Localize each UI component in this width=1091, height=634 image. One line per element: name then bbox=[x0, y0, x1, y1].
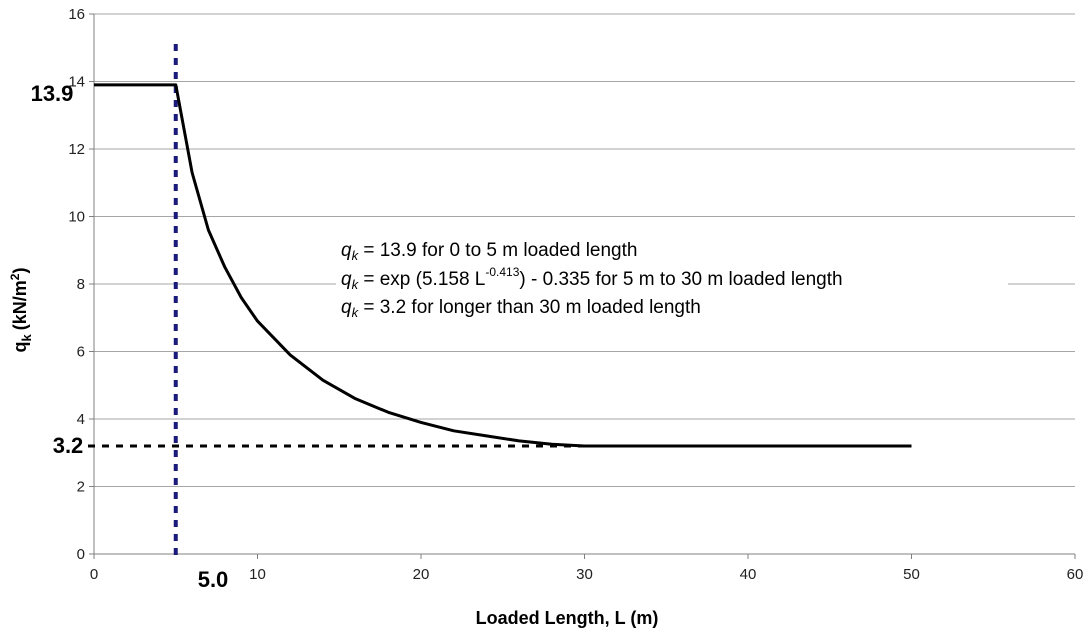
annotation-2-q: q bbox=[341, 269, 352, 290]
x-tick-label-30: 30 bbox=[576, 566, 593, 583]
tick-labels: 0 2 4 6 8 10 12 14 16 0 10 20 30 40 50 60 bbox=[68, 6, 1083, 583]
annotation-2-sup: -0.413 bbox=[485, 265, 519, 279]
y-axis-title-q: q bbox=[10, 341, 30, 352]
y-tick-label-16: 16 bbox=[68, 6, 85, 23]
annotation-2-sub: k bbox=[352, 277, 360, 292]
y-tick-label-6: 6 bbox=[77, 344, 85, 361]
series-line-0 bbox=[94, 83, 912, 448]
y-axis-title: qk (kN/m2) bbox=[8, 268, 34, 353]
y-tick-label-14: 14 bbox=[68, 74, 85, 91]
y-tick-label-8: 8 bbox=[77, 276, 85, 293]
x-callout-label: 5.0 bbox=[198, 567, 229, 592]
y-axis-title-sup: 2 bbox=[8, 273, 22, 280]
series-layer bbox=[94, 83, 912, 448]
x-tick-label-10: 10 bbox=[249, 566, 266, 583]
annotation-1-q: q bbox=[341, 240, 352, 261]
y-tick-label-10: 10 bbox=[68, 209, 85, 226]
y-axis-title-sub: k bbox=[19, 333, 34, 341]
y-axis-title-close: ) bbox=[10, 268, 30, 274]
x-tick-label-40: 40 bbox=[740, 566, 757, 583]
annotation-line-2: qk = exp (5.158 L-0.413) - 0.335 for 5 m… bbox=[341, 265, 843, 292]
legend-background bbox=[336, 232, 1008, 326]
gridlines bbox=[94, 13, 1075, 487]
axes bbox=[89, 13, 1076, 559]
x-tick-label-0: 0 bbox=[90, 566, 98, 583]
y-axis-title-unit: (kN/m bbox=[10, 280, 30, 330]
x-tick-label-50: 50 bbox=[903, 566, 920, 583]
annotation-3-sub: k bbox=[352, 305, 360, 320]
annotation-2-text-end: ) - 0.335 for 5 m to 30 m loaded length bbox=[519, 269, 842, 290]
annotation-2-text: = exp (5.158 L bbox=[358, 269, 485, 290]
y-tick-label-12: 12 bbox=[68, 141, 85, 158]
annotation-line-3: qk = 3.2 for longer than 30 m loaded len… bbox=[341, 297, 701, 320]
x-tick-label-60: 60 bbox=[1067, 566, 1084, 583]
y-tick-label-2: 2 bbox=[77, 479, 85, 496]
annotation-line-1: qk = 13.9 for 0 to 5 m loaded length bbox=[341, 240, 637, 263]
x-axis-title: Loaded Length, L (m) bbox=[476, 608, 659, 628]
reference-lines bbox=[88, 44, 585, 559]
annotation-1-sub: k bbox=[352, 248, 360, 263]
annotation-3-q: q bbox=[341, 297, 352, 318]
y-tick-label-0: 0 bbox=[77, 546, 85, 563]
x-tick-label-20: 20 bbox=[413, 566, 430, 583]
y-tick-label-4: 4 bbox=[77, 411, 85, 428]
annotation-3-text: = 3.2 for longer than 30 m loaded length bbox=[358, 297, 701, 318]
y-callout-label-top: 13.9 bbox=[31, 81, 74, 106]
y-callout-label-bottom: 3.2 bbox=[53, 433, 84, 458]
annotation-1-text: = 13.9 for 0 to 5 m loaded length bbox=[358, 240, 637, 261]
